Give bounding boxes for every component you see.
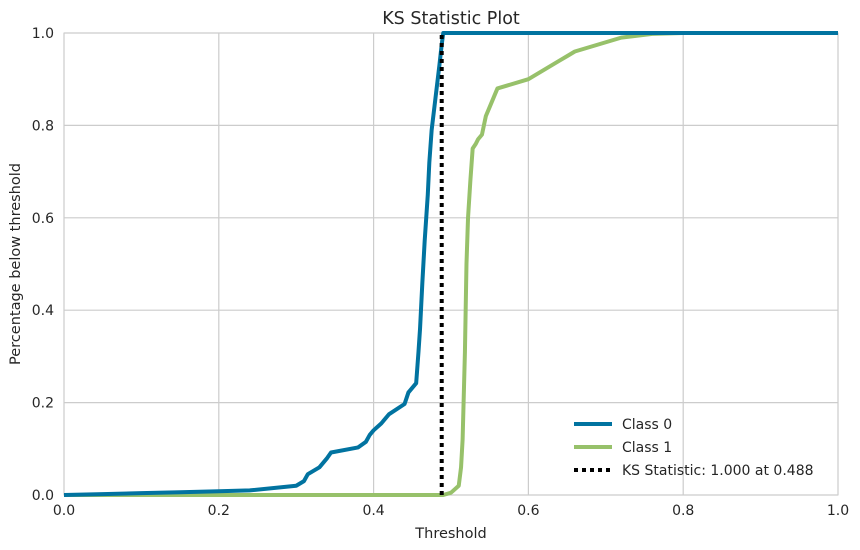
x-tick-label: 0.6 [517,503,539,519]
tick-labels: 0.0 0.2 0.4 0.6 0.8 1.0 0.0 0.2 0.4 0.6 0.8 1.0 [32,26,849,519]
legend: Class 0 Class 1 KS Statistic: 1.000 at 0… [574,417,814,479]
legend-label-ks-statistic: KS Statistic: 1.000 at 0.488 [622,463,814,479]
series-layer [63,31,838,497]
y-tick-label: 0.2 [32,396,54,412]
plot-background [64,33,838,495]
x-tick-label: 0.8 [672,503,694,519]
x-axis-label: Threshold [414,526,486,542]
x-tick-label: 0.4 [362,503,384,519]
y-tick-label: 0.6 [32,211,54,227]
y-tick-label: 0.4 [32,303,54,319]
x-tick-label: 0.0 [53,503,75,519]
y-tick-label: 1.0 [32,26,54,42]
chart-title: KS Statistic Plot [382,9,520,29]
x-tick-label: 1.0 [827,503,849,519]
legend-label-class-1: Class 1 [622,440,672,456]
y-tick-label: 0.0 [32,488,54,504]
y-tick-label: 0.8 [32,118,54,134]
legend-label-class-0: Class 0 [622,417,672,433]
y-axis-label: Percentage below threshold [8,163,24,365]
x-tick-label: 0.2 [208,503,230,519]
